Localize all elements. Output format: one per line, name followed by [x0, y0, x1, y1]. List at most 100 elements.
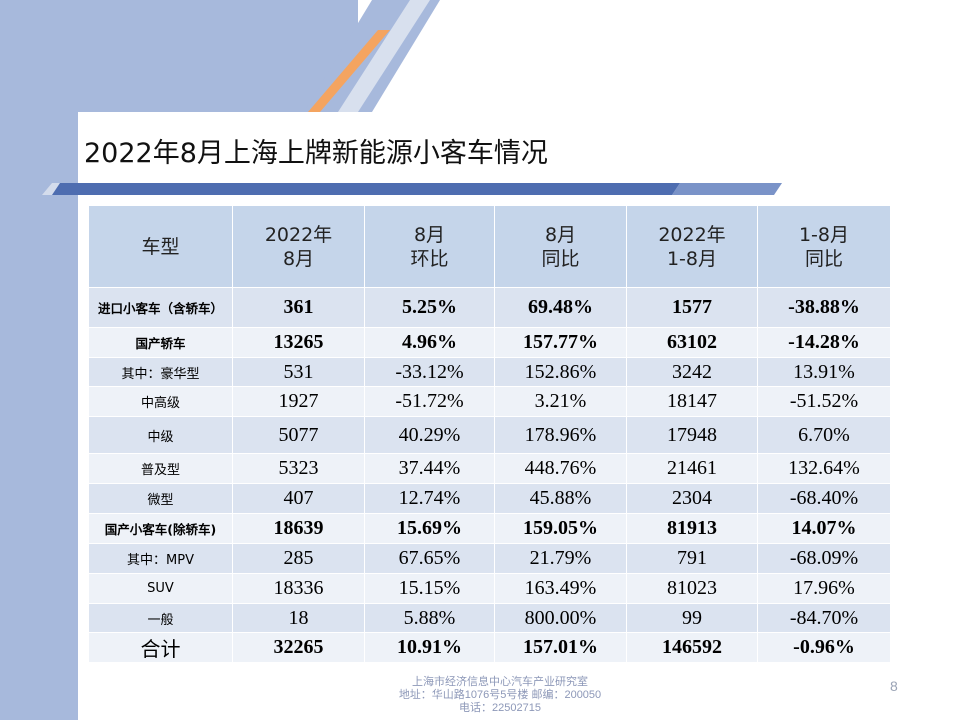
deco-stripe-light: [338, 0, 430, 112]
cell-aug-mom: -51.72%: [364, 386, 495, 417]
cell-aug-yoy: 69.48%: [494, 287, 627, 328]
background-left-panel: [0, 0, 78, 720]
cell-ytd-yoy: 17.96%: [757, 573, 891, 604]
row-label: 国产小客车(除轿车): [88, 513, 233, 544]
row-label: 普及型: [88, 453, 233, 484]
cell-aug-mom: 15.69%: [364, 513, 495, 544]
cell-aug-2022: 1927: [232, 386, 365, 417]
title-underline-bar: [42, 183, 782, 195]
cell-aug-mom: 4.96%: [364, 327, 495, 358]
deco-stripe-orange: [308, 30, 390, 112]
cell-aug-mom: 67.65%: [364, 543, 495, 574]
row-label: 中级: [88, 416, 233, 454]
cell-aug-2022: 531: [232, 357, 365, 387]
cell-ytd-yoy: -68.09%: [757, 543, 891, 574]
table-row-total: 合计 32265 10.91% 157.01% 146592 -0.96%: [88, 632, 891, 663]
cell-ytd-yoy: -51.52%: [757, 386, 891, 417]
cell-ytd-2022: 1577: [626, 287, 758, 328]
cell-aug-mom: -33.12%: [364, 357, 495, 387]
cell-ytd-yoy: -68.40%: [757, 483, 891, 514]
cell-aug-2022: 407: [232, 483, 365, 514]
table-row: 一般 18 5.88% 800.00% 99 -84.70%: [88, 603, 891, 633]
table-row: 国产小客车(除轿车) 18639 15.69% 159.05% 81913 14…: [88, 513, 891, 544]
new-energy-registration-table: 车型 2022年 8月 8月 环比 8月 同比 2022年 1-8月 1-8月 同比 进口…: [88, 205, 891, 663]
table-row: 普及型 5323 37.44% 448.76% 21461 132.64%: [88, 453, 891, 484]
cell-aug-mom: 5.88%: [364, 603, 495, 633]
cell-ytd-yoy: 6.70%: [757, 416, 891, 454]
cell-ytd-2022: 81913: [626, 513, 758, 544]
table-row: SUV 18336 15.15% 163.49% 81023 17.96%: [88, 573, 891, 604]
row-label: SUV: [88, 573, 233, 604]
row-label: 进口小客车（含轿车）: [88, 287, 233, 328]
cell-ytd-2022: 146592: [626, 632, 758, 663]
table-row: 中级 5077 40.29% 178.96% 17948 6.70%: [88, 416, 891, 454]
cell-aug-mom: 37.44%: [364, 453, 495, 484]
cell-aug-2022: 13265: [232, 327, 365, 358]
cell-ytd-2022: 18147: [626, 386, 758, 417]
row-label: 微型: [88, 483, 233, 514]
cell-aug-yoy: 448.76%: [494, 453, 627, 484]
row-label: 其中：MPV: [88, 543, 233, 574]
row-label: 其中：豪华型: [88, 357, 233, 387]
cell-aug-2022: 18336: [232, 573, 365, 604]
cell-ytd-2022: 99: [626, 603, 758, 633]
cell-ytd-2022: 3242: [626, 357, 758, 387]
footer-org: 上海市经济信息中心汽车产业研究室: [412, 676, 588, 688]
cell-aug-2022: 18639: [232, 513, 365, 544]
table-row: 进口小客车（含轿车） 361 5.25% 69.48% 1577 -38.88%: [88, 287, 891, 328]
footer-phone: 电话：22502715: [459, 702, 541, 714]
cell-ytd-yoy: 132.64%: [757, 453, 891, 484]
cell-aug-2022: 5077: [232, 416, 365, 454]
cell-ytd-yoy: -38.88%: [757, 287, 891, 328]
background-top-panel: [78, 0, 358, 112]
cell-aug-yoy: 159.05%: [494, 513, 627, 544]
table-row: 其中：豪华型 531 -33.12% 152.86% 3242 13.91%: [88, 357, 891, 387]
cell-aug-mom: 10.91%: [364, 632, 495, 663]
header-aug-2022: 2022年 8月: [232, 205, 365, 288]
row-label: 国产轿车: [88, 327, 233, 358]
cell-ytd-yoy: -84.70%: [757, 603, 891, 633]
table-row: 国产轿车 13265 4.96% 157.77% 63102 -14.28%: [88, 327, 891, 358]
cell-aug-mom: 12.74%: [364, 483, 495, 514]
header-ytd-2022: 2022年 1-8月: [626, 205, 758, 288]
cell-aug-2022: 32265: [232, 632, 365, 663]
cell-aug-yoy: 21.79%: [494, 543, 627, 574]
page-number: 8: [890, 678, 898, 694]
cell-aug-yoy: 3.21%: [494, 386, 627, 417]
cell-ytd-yoy: 13.91%: [757, 357, 891, 387]
footer-address: 地址：华山路1076号5号楼 邮编：200050: [398, 689, 602, 701]
cell-aug-yoy: 152.86%: [494, 357, 627, 387]
cell-ytd-2022: 63102: [626, 327, 758, 358]
cell-ytd-yoy: -0.96%: [757, 632, 891, 663]
cell-ytd-2022: 2304: [626, 483, 758, 514]
cell-ytd-2022: 81023: [626, 573, 758, 604]
cell-ytd-2022: 791: [626, 543, 758, 574]
table-header-row: 车型 2022年 8月 8月 环比 8月 同比 2022年 1-8月 1-8月 同比: [88, 205, 891, 288]
cell-aug-mom: 40.29%: [364, 416, 495, 454]
cell-ytd-yoy: 14.07%: [757, 513, 891, 544]
cell-aug-mom: 15.15%: [364, 573, 495, 604]
table-row: 其中：MPV 285 67.65% 21.79% 791 -68.09%: [88, 543, 891, 574]
title-backdrop: [78, 112, 960, 152]
row-label: 合计: [88, 632, 233, 663]
cell-aug-yoy: 163.49%: [494, 573, 627, 604]
cell-aug-2022: 285: [232, 543, 365, 574]
background-decoration: [78, 0, 960, 152]
header-aug-yoy: 8月 同比: [494, 205, 627, 288]
cell-aug-yoy: 178.96%: [494, 416, 627, 454]
header-vehicle-type: 车型: [88, 205, 233, 288]
cell-aug-yoy: 157.01%: [494, 632, 627, 663]
slide-title: 2022年8月上海上牌新能源小客车情况: [84, 138, 548, 169]
cell-aug-yoy: 800.00%: [494, 603, 627, 633]
cell-aug-2022: 18: [232, 603, 365, 633]
cell-aug-mom: 5.25%: [364, 287, 495, 328]
header-aug-mom: 8月 环比: [364, 205, 495, 288]
cell-ytd-2022: 21461: [626, 453, 758, 484]
row-label: 中高级: [88, 386, 233, 417]
header-ytd-yoy: 1-8月 同比: [757, 205, 891, 288]
table-row: 中高级 1927 -51.72% 3.21% 18147 -51.52%: [88, 386, 891, 417]
footer-contact: 上海市经济信息中心汽车产业研究室 地址：华山路1076号5号楼 邮编：20005…: [340, 676, 660, 715]
cell-aug-2022: 361: [232, 287, 365, 328]
cell-aug-yoy: 45.88%: [494, 483, 627, 514]
row-label: 一般: [88, 603, 233, 633]
